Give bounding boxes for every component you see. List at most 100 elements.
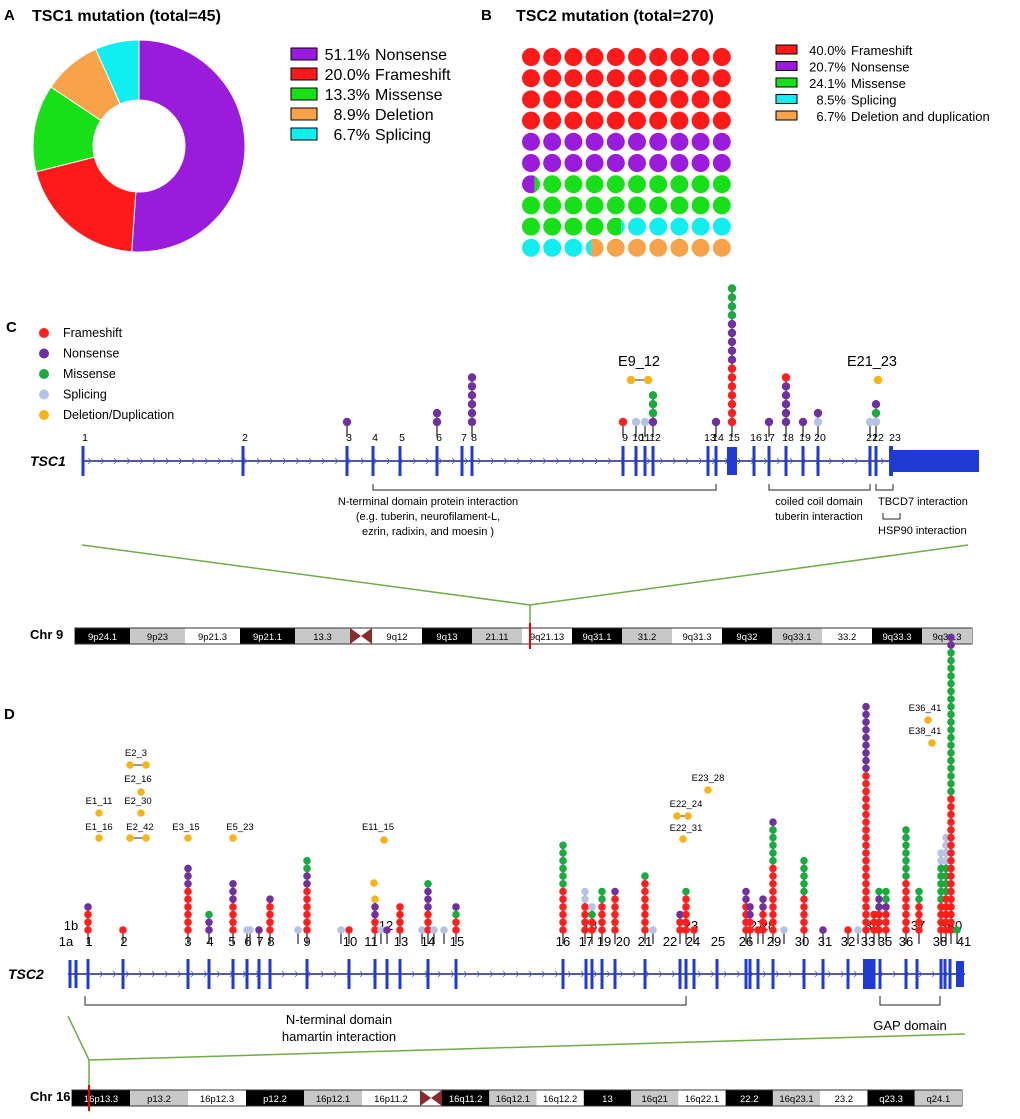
mutation-dot [769,818,777,826]
mutation-dot [953,926,961,934]
waffle-dot [543,217,562,236]
intron-chevron [646,457,651,465]
mutation-dot [862,741,870,749]
mutation-dot [947,833,955,842]
mutation-dot [875,895,883,903]
mutation-dot [598,903,606,911]
mutation-dot [184,880,192,888]
intron-chevron [880,457,885,465]
mutation-dot [875,910,883,919]
tsc2-exon [771,959,775,989]
chromosome-band-label: 21.11 [485,632,508,643]
tsc2-del-label: E38_41 [909,726,942,737]
panel-a-letter: A [4,7,15,24]
mutation-dot [800,926,808,934]
mutation-dot [682,895,690,903]
tsc1-exon [470,446,474,476]
waffle-dot [564,90,583,109]
tsc2-exon [756,959,760,989]
mutation-dot [947,741,955,749]
mutation-dot [641,887,649,896]
mutation-dot [611,926,619,934]
waffle-dot [670,69,689,88]
chromosome-band-label: 16q21 [642,1094,668,1105]
mutation-dot [947,772,955,780]
chromosome-band [872,628,922,644]
chromosome-band-label: 23.2 [835,1094,854,1105]
mutation-dot [882,910,890,919]
intron-chevron [321,457,326,465]
mutation-dot [947,918,955,927]
waffle-dot [585,196,604,215]
mutation-dot [648,417,658,427]
intron-chevron [658,970,663,978]
mutation-dot [882,918,890,927]
mutation-dot [727,293,737,302]
mutation-dot [947,880,955,888]
tsc1-domain-bracket-coiled [768,484,871,491]
mutation-dot [727,364,737,373]
mutation-dot [452,910,460,919]
mutation-dot [882,895,890,903]
mutation-dot [303,872,311,880]
mutation-dot [641,918,649,927]
mutation-dot [611,910,619,919]
mutation-dot [781,408,791,418]
mutation-dot [649,926,657,934]
mutation-dot [902,910,910,919]
mutation-dot [682,903,690,911]
tsc1-exon [727,447,737,475]
tsc2-exon-label: 22 [663,934,677,949]
chromosome-band-label: 22.2 [740,1094,759,1105]
chromosome-band-label: 9q21.13 [530,632,564,643]
tsc1-exon [371,446,375,476]
panel-b-title: TSC2 mutation (total=270) [516,8,714,25]
waffle-dot [628,48,646,66]
tsc1-exon-label: 18 [782,432,794,444]
mutation-dot [769,826,777,834]
intron-chevron [814,970,819,978]
mutation-dot [915,903,923,911]
waffle-dot [543,48,562,66]
waffle-legend-swatch-4 [775,110,798,121]
mutation-dot [559,918,567,927]
chromosome-band-label: 9q31.3 [682,632,711,643]
chromosome-band [75,628,130,644]
intron-chevron [165,457,170,465]
chromosome-band-label: q24.1 [926,1094,950,1105]
mutation-dot [781,391,791,400]
mutation-dot [424,880,432,888]
tsc1-del-dot [626,375,636,385]
tsc1-zoom-right [529,544,969,606]
mutation-dot [882,903,890,911]
chromosome-band-label: 9p21.3 [198,632,227,643]
mutation-dot [581,903,589,911]
tsc2-del-dot [928,739,936,747]
mutation-dot [781,417,791,427]
tsc2-exon-label: 33 [861,934,875,949]
donut-slice-1 [35,156,137,253]
chromosome-band [246,1090,304,1106]
intron-chevron [827,970,832,978]
tsc2-exon [398,959,402,989]
mutation-dot [947,779,955,788]
mutation-dot [759,910,767,919]
chromosome-band-label: 9q32 [736,632,757,643]
mutation-dot [759,895,767,903]
chromosome-band [820,1090,868,1106]
mutation-dot [759,926,767,934]
tsc2-exon [748,959,752,989]
mutation-dot [467,391,477,400]
chromosome-band [822,628,872,644]
mutation-dot [947,672,955,680]
chromosome-band [472,628,522,644]
mutation-dot [371,903,379,911]
intron-chevron [489,970,494,978]
tsc2-del-label: E5_23 [226,822,253,833]
tsc1-domain-coiled-text-1: tuberin interaction [775,511,862,523]
waffle-dot [585,132,604,151]
waffle-dot [522,196,540,215]
mutation-dot [902,849,910,857]
mutation-dot [862,926,870,934]
mutation-dot [611,895,619,903]
